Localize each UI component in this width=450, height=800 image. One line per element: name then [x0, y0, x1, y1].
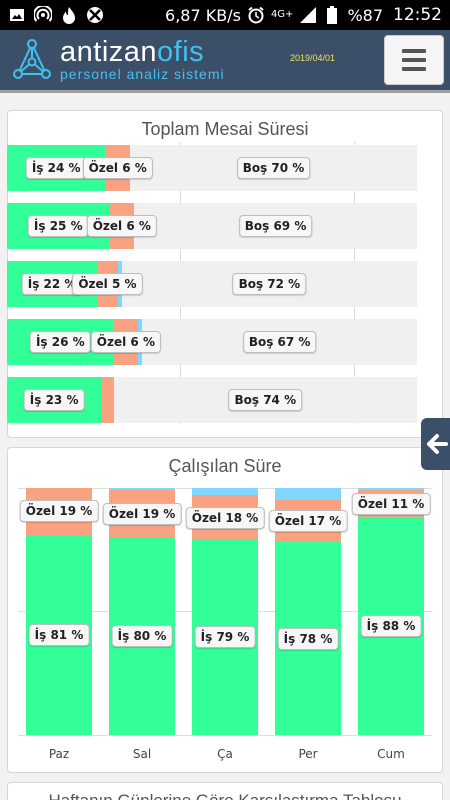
- network-type: 4G+: [270, 9, 294, 20]
- mesai-ozel-segment: [101, 377, 114, 423]
- calisilan-is-label: İş 79 %: [194, 626, 256, 649]
- network-logo-icon: [8, 36, 56, 84]
- battery-level: %87: [347, 5, 383, 25]
- calisilan-diger-segment: [275, 488, 341, 501]
- battery-icon: [323, 6, 341, 24]
- calisilan-column: [109, 488, 175, 735]
- comparison-table-title: Haftanın Günlerine Göre Karşılaştırma Ta…: [8, 791, 442, 800]
- calisilan-ozel-label: Özel 18 %: [185, 506, 265, 529]
- brand-name-part2: ofis: [157, 35, 205, 68]
- brand-name-part1: antizan: [60, 35, 158, 68]
- brand: antizanofis personel analiz sistemi: [60, 35, 225, 82]
- calisilan-x-tick-label: Sal: [132, 747, 152, 761]
- calisilan-diger-segment: [358, 488, 424, 491]
- mesai-ozel-label: Özel 6 %: [86, 215, 157, 237]
- flame-icon: [60, 6, 78, 24]
- image-icon: [8, 6, 26, 24]
- calisilan-x-tick-label: Per: [298, 747, 318, 761]
- calisilan-column: [26, 488, 92, 735]
- calisilan-x-tick-label: Cum: [377, 747, 405, 761]
- calisilan-ozel-label: Özel 17 %: [268, 510, 348, 533]
- mesai-is-label: İş 26 %: [29, 331, 91, 353]
- header-divider: [0, 90, 450, 93]
- brand-name: antizanofis: [60, 35, 225, 68]
- mesai-is-label: İş 25 %: [27, 215, 89, 237]
- hotspot-icon: [34, 6, 52, 24]
- arrow-left-icon: [427, 434, 448, 454]
- calisilan-x-tick-label: Paz: [48, 747, 70, 761]
- xbox-icon: [86, 6, 104, 24]
- back-button[interactable]: [421, 418, 450, 470]
- calisilan-grid-line: [18, 735, 432, 736]
- header-date: 2019/04/01: [290, 53, 336, 63]
- hamburger-icon-line: [402, 67, 426, 71]
- mesai-ozel-label: Özel 5 %: [72, 273, 143, 295]
- mesai-chart-title: Toplam Mesai Süresi: [141, 119, 309, 139]
- signal-icon: [299, 6, 317, 24]
- calisilan-is-label: İş 88 %: [360, 615, 422, 638]
- mesai-bos-label: Boş 74 %: [228, 389, 303, 411]
- calisilan-column: [358, 488, 424, 735]
- menu-button[interactable]: [384, 35, 444, 85]
- mesai-is-label: İş 24 %: [25, 157, 87, 179]
- brand-tagline: personel analiz sistemi: [60, 65, 225, 82]
- calisilan-ozel-label: Özel 11 %: [351, 493, 431, 516]
- app-header: antizanofis personel analiz sistemi 2019…: [0, 30, 450, 90]
- calisilan-ozel-label: Özel 19 %: [19, 500, 99, 523]
- mesai-is-label: İş 22 %: [21, 273, 83, 295]
- network-speed: 6,87 KB/s: [165, 5, 241, 25]
- status-bar: 6,87 KB/s 4G+ %87 12:52: [0, 0, 450, 30]
- mesai-is-label: İş 23 %: [23, 389, 85, 411]
- mesai-bos-label: Boş 67 %: [242, 331, 317, 353]
- calisilan-diger-segment: [109, 488, 175, 491]
- calisilan-chart-title: Çalışılan Süre: [168, 456, 282, 476]
- calisilan-diger-segment: [192, 488, 258, 496]
- mesai-bos-label: Boş 69 %: [238, 215, 313, 237]
- mesai-ozel-label: Özel 6 %: [90, 331, 161, 353]
- hamburger-icon-line: [402, 58, 426, 62]
- calisilan-is-label: İş 80 %: [111, 625, 173, 648]
- alarm-icon: [247, 6, 265, 24]
- calisilan-x-tick-label: Ça: [217, 747, 233, 761]
- hamburger-icon-line: [402, 49, 426, 53]
- mesai-bos-label: Boş 72 %: [232, 273, 307, 295]
- calisilan-is-label: İş 81 %: [28, 623, 90, 646]
- calisilan-is-label: İş 78 %: [277, 627, 339, 650]
- calisilan-ozel-label: Özel 19 %: [102, 502, 182, 525]
- clock: 12:52: [393, 5, 442, 25]
- mesai-bos-label: Boş 70 %: [236, 157, 311, 179]
- mesai-ozel-label: Özel 6 %: [82, 157, 153, 179]
- comparison-table-panel: Haftanın Günlerine Göre Karşılaştırma Ta…: [7, 782, 443, 800]
